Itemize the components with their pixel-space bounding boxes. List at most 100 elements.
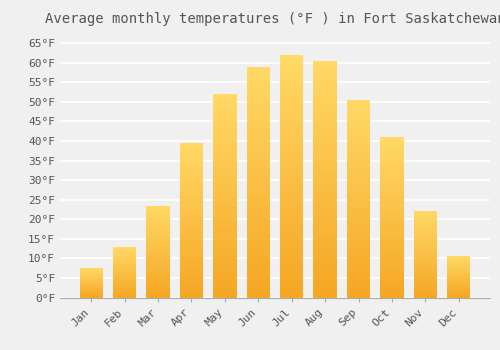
Bar bbox=[314, 99, 337, 101]
Bar bbox=[347, 217, 370, 218]
Bar bbox=[414, 244, 437, 245]
Bar bbox=[146, 244, 170, 245]
Bar bbox=[213, 172, 236, 173]
Bar bbox=[213, 259, 236, 261]
Bar bbox=[447, 280, 470, 281]
Bar bbox=[146, 271, 170, 272]
Bar bbox=[280, 278, 303, 280]
Bar bbox=[414, 292, 437, 293]
Bar bbox=[414, 296, 437, 297]
Bar bbox=[314, 108, 337, 111]
Bar bbox=[113, 272, 136, 273]
Bar bbox=[213, 155, 236, 157]
Bar bbox=[380, 220, 404, 222]
Bar bbox=[146, 242, 170, 243]
Bar bbox=[314, 146, 337, 148]
Bar bbox=[213, 279, 236, 281]
Bar bbox=[280, 133, 303, 135]
Bar bbox=[180, 145, 203, 146]
Bar bbox=[246, 145, 270, 147]
Bar bbox=[146, 214, 170, 215]
Bar bbox=[180, 291, 203, 293]
Bar bbox=[246, 67, 270, 69]
Bar bbox=[347, 193, 370, 195]
Bar bbox=[380, 233, 404, 235]
Bar bbox=[414, 243, 437, 244]
Bar bbox=[146, 254, 170, 255]
Bar bbox=[414, 259, 437, 260]
Bar bbox=[213, 94, 236, 96]
Bar bbox=[213, 287, 236, 289]
Bar bbox=[113, 261, 136, 262]
Bar bbox=[314, 87, 337, 89]
Bar bbox=[146, 230, 170, 231]
Bar bbox=[146, 277, 170, 278]
Bar bbox=[213, 281, 236, 283]
Bar bbox=[414, 240, 437, 241]
Bar bbox=[146, 220, 170, 221]
Bar bbox=[180, 248, 203, 250]
Bar bbox=[213, 184, 236, 186]
Bar bbox=[380, 278, 404, 280]
Bar bbox=[213, 220, 236, 222]
Bar bbox=[347, 238, 370, 240]
Bar bbox=[113, 262, 136, 263]
Bar bbox=[280, 268, 303, 271]
Bar bbox=[414, 279, 437, 280]
Bar bbox=[180, 146, 203, 148]
Bar bbox=[146, 252, 170, 253]
Bar bbox=[314, 245, 337, 248]
Bar bbox=[213, 295, 236, 298]
Bar bbox=[146, 293, 170, 294]
Bar bbox=[380, 250, 404, 251]
Bar bbox=[314, 132, 337, 134]
Bar bbox=[213, 237, 236, 238]
Bar bbox=[213, 216, 236, 218]
Bar bbox=[414, 229, 437, 230]
Bar bbox=[314, 253, 337, 255]
Bar bbox=[180, 230, 203, 231]
Bar bbox=[246, 88, 270, 90]
Bar bbox=[146, 261, 170, 262]
Bar bbox=[280, 176, 303, 178]
Bar bbox=[280, 186, 303, 188]
Bar bbox=[180, 182, 203, 183]
Bar bbox=[180, 189, 203, 191]
Bar bbox=[246, 293, 270, 295]
Bar bbox=[180, 282, 203, 284]
Bar bbox=[246, 217, 270, 219]
Bar bbox=[146, 235, 170, 236]
Bar bbox=[314, 127, 337, 130]
Bar bbox=[113, 286, 136, 287]
Bar bbox=[380, 198, 404, 200]
Bar bbox=[414, 220, 437, 221]
Bar bbox=[180, 290, 203, 291]
Bar bbox=[314, 120, 337, 122]
Bar bbox=[347, 294, 370, 295]
Bar bbox=[314, 106, 337, 108]
Bar bbox=[180, 164, 203, 166]
Bar bbox=[213, 263, 236, 265]
Bar bbox=[180, 231, 203, 233]
Bar bbox=[246, 228, 270, 231]
Bar bbox=[180, 262, 203, 264]
Bar bbox=[280, 254, 303, 256]
Bar bbox=[213, 289, 236, 292]
Bar bbox=[380, 216, 404, 217]
Bar bbox=[280, 256, 303, 259]
Bar bbox=[280, 178, 303, 181]
Bar bbox=[146, 284, 170, 285]
Bar bbox=[280, 239, 303, 242]
Bar bbox=[146, 217, 170, 218]
Bar bbox=[314, 243, 337, 245]
Bar bbox=[447, 292, 470, 293]
Bar bbox=[246, 102, 270, 104]
Bar bbox=[213, 192, 236, 194]
Bar bbox=[347, 209, 370, 211]
Bar bbox=[414, 267, 437, 268]
Bar bbox=[347, 218, 370, 220]
Bar bbox=[347, 272, 370, 274]
Bar bbox=[246, 129, 270, 131]
Bar bbox=[113, 255, 136, 256]
Bar bbox=[347, 179, 370, 181]
